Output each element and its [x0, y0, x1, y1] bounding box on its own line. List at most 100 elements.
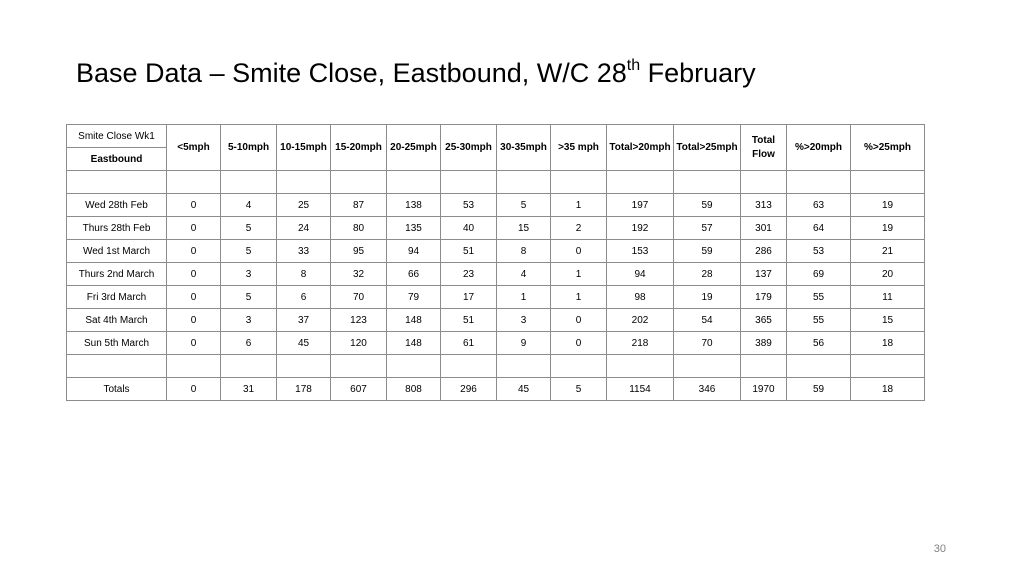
table-cell: 18	[850, 331, 925, 355]
table-cell: 153	[606, 239, 674, 263]
table-cell: 3	[220, 262, 277, 286]
table-cell: 70	[330, 285, 387, 309]
table-cell: 135	[386, 216, 441, 240]
table-cell: 54	[673, 308, 741, 332]
header-cell: Total>20mph	[606, 124, 674, 171]
header-cell: >35 mph	[550, 124, 607, 171]
table-cell: 95	[330, 239, 387, 263]
table-cell: 365	[740, 308, 787, 332]
table-cell: 179	[740, 285, 787, 309]
table-cell: 21	[850, 239, 925, 263]
table-cell: 313	[740, 193, 787, 217]
slide-title-superscript: th	[626, 57, 641, 74]
table-cell: 4	[220, 193, 277, 217]
table-cell: 5	[496, 193, 551, 217]
table-cell: 70	[673, 331, 741, 355]
row-label: Sun 5th March	[66, 331, 167, 355]
header-cell: 15-20mph	[330, 124, 387, 171]
table-row: Sat 4th March 0 3 37 123 148 51 3 0 202 …	[66, 308, 925, 332]
header-cell: 5-10mph	[220, 124, 277, 171]
table-cell: 19	[850, 216, 925, 240]
table-cell: 19	[673, 285, 741, 309]
table-cell: 0	[166, 308, 221, 332]
table-row: Fri 3rd March 0 5 6 70 79 17 1 1 98 19 1…	[66, 285, 925, 309]
table-cell: 79	[386, 285, 441, 309]
table-cell: 17	[440, 285, 497, 309]
page-number: 30	[933, 543, 946, 555]
table-cell: 63	[786, 193, 851, 217]
table-cell: 0	[166, 193, 221, 217]
slide-title-end: February	[640, 58, 756, 88]
header-cell: 30-35mph	[496, 124, 551, 171]
header-cell: 20-25mph	[386, 124, 441, 171]
table-cell: 87	[330, 193, 387, 217]
header-cell: <5mph	[166, 124, 221, 171]
slide-title: Base Data – Smite Close, Eastbound, W/C …	[76, 48, 756, 93]
blank-row	[66, 170, 925, 194]
table-cell: 3	[220, 308, 277, 332]
table-cell: 64	[786, 216, 851, 240]
totals-cell: 1970	[740, 377, 787, 401]
table-cell: 20	[850, 262, 925, 286]
slide-title-main: Base Data – Smite Close, Eastbound, W/C …	[76, 58, 627, 88]
totals-row: Totals 0 31 178 607 808 296 45 5 1154 34…	[66, 377, 925, 401]
totals-cell: 45	[496, 377, 551, 401]
table-cell: 51	[440, 308, 497, 332]
table-cell: 57	[673, 216, 741, 240]
header-cell: 10-15mph	[276, 124, 331, 171]
row-label: Sat 4th March	[66, 308, 167, 332]
row-label: Thurs 2nd March	[66, 262, 167, 286]
table-cell: 94	[606, 262, 674, 286]
totals-cell: 607	[330, 377, 387, 401]
table-cell: 1	[550, 262, 607, 286]
table-cell: 0	[550, 239, 607, 263]
table-cell: 137	[740, 262, 787, 286]
table-corner-bottom: Eastbound	[66, 147, 167, 171]
table-cell: 28	[673, 262, 741, 286]
table-cell: 123	[330, 308, 387, 332]
table-cell: 9	[496, 331, 551, 355]
table-cell: 33	[276, 239, 331, 263]
table-row: Wed 1st March 0 5 33 95 94 51 8 0 153 59…	[66, 239, 925, 263]
table-cell: 5	[220, 239, 277, 263]
table-cell: 5	[220, 285, 277, 309]
totals-cell: 31	[220, 377, 277, 401]
table-cell: 94	[386, 239, 441, 263]
speed-data-table: Smite Close Wk1 <5mph 5-10mph 10-15mph 1…	[66, 124, 925, 401]
table-cell: 24	[276, 216, 331, 240]
totals-cell: 59	[786, 377, 851, 401]
table-cell: 148	[386, 308, 441, 332]
table-cell: 4	[496, 262, 551, 286]
table-row: Thurs 28th Feb 0 5 24 80 135 40 15 2 192…	[66, 216, 925, 240]
header-cell: Total>25mph	[673, 124, 741, 171]
table-cell: 53	[786, 239, 851, 263]
table-cell: 56	[786, 331, 851, 355]
row-label: Wed 28th Feb	[66, 193, 167, 217]
table-row: Thurs 2nd March 0 3 8 32 66 23 4 1 94 28…	[66, 262, 925, 286]
blank-row	[66, 354, 925, 378]
table-cell: 45	[276, 331, 331, 355]
table-cell: 0	[166, 239, 221, 263]
table-cell: 138	[386, 193, 441, 217]
totals-cell: 1154	[606, 377, 674, 401]
row-label: Fri 3rd March	[66, 285, 167, 309]
table-cell: 69	[786, 262, 851, 286]
table-cell: 15	[496, 216, 551, 240]
table-cell: 218	[606, 331, 674, 355]
table-cell: 6	[220, 331, 277, 355]
totals-cell: 0	[166, 377, 221, 401]
table-cell: 0	[166, 216, 221, 240]
table-cell: 5	[220, 216, 277, 240]
table-cell: 0	[166, 331, 221, 355]
table-cell: 80	[330, 216, 387, 240]
table-cell: 0	[166, 285, 221, 309]
table-cell: 25	[276, 193, 331, 217]
table-cell: 61	[440, 331, 497, 355]
table-cell: 32	[330, 262, 387, 286]
table-cell: 55	[786, 285, 851, 309]
totals-cell: 18	[850, 377, 925, 401]
totals-cell: 346	[673, 377, 741, 401]
table-cell: 15	[850, 308, 925, 332]
table-row: Wed 28th Feb 0 4 25 87 138 53 5 1 197 59…	[66, 193, 925, 217]
totals-cell: 296	[440, 377, 497, 401]
